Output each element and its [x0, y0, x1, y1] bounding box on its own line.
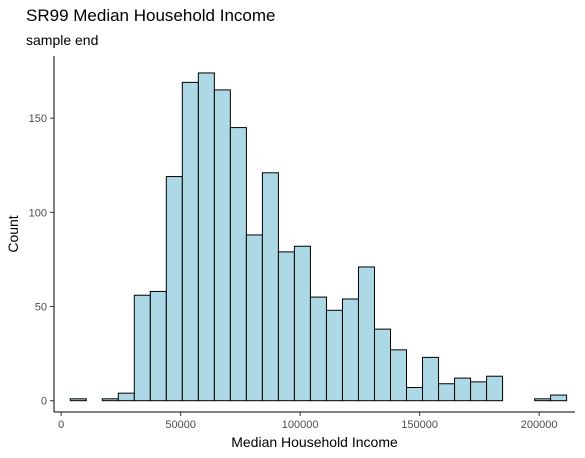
histogram-bar: [406, 387, 424, 402]
histogram-bar: [357, 266, 375, 402]
chart-title: SR99 Median Household Income: [26, 6, 276, 25]
histogram-bar: [149, 290, 167, 402]
histogram-bar: [181, 81, 199, 402]
histogram-bar: [133, 294, 151, 402]
x-tick-label: 50000: [165, 419, 196, 431]
histogram-bar: [325, 309, 343, 402]
histogram-bar: [470, 381, 488, 402]
y-tick-label: 50: [35, 302, 47, 314]
histogram-bar: [69, 398, 87, 402]
x-axis-ticks: 0 50000 100000 150000 200000: [58, 412, 558, 431]
y-axis-title: Count: [5, 215, 21, 252]
histogram-bar: [309, 296, 327, 402]
y-axis-ticks: 0 50 100 150: [29, 113, 54, 408]
axes-group: [53, 56, 575, 413]
x-tick-label: 200000: [521, 419, 558, 431]
x-tick-label: 150000: [401, 419, 438, 431]
histogram-bar: [261, 172, 279, 402]
histogram-bar: [197, 72, 215, 402]
histogram-bar: [454, 377, 472, 402]
histogram-bar: [101, 398, 119, 402]
histogram-bar: [422, 356, 440, 402]
histogram-bar: [229, 127, 247, 402]
chart-subtitle: sample end: [26, 32, 99, 48]
histogram-bar: [341, 298, 359, 402]
bars-group: [69, 72, 568, 402]
y-tick-label: 100: [29, 207, 47, 219]
histogram-bar: [117, 392, 135, 402]
x-tick-label: 0: [58, 419, 64, 431]
histogram-bar: [390, 349, 408, 402]
y-tick-label: 0: [41, 396, 47, 408]
histogram-bar: [534, 398, 552, 402]
y-tick-label: 150: [29, 113, 47, 125]
histogram-bar: [277, 251, 295, 402]
histogram-bar: [438, 383, 456, 402]
histogram-bar: [486, 375, 504, 402]
histogram-bar: [550, 394, 568, 402]
histogram-bar: [373, 328, 391, 402]
x-tick-label: 100000: [282, 419, 319, 431]
x-axis-title: Median Household Income: [231, 434, 398, 450]
histogram-bar: [165, 176, 183, 402]
histogram-bar: [293, 245, 311, 402]
histogram-bar: [245, 234, 263, 402]
histogram-bar: [213, 89, 231, 402]
